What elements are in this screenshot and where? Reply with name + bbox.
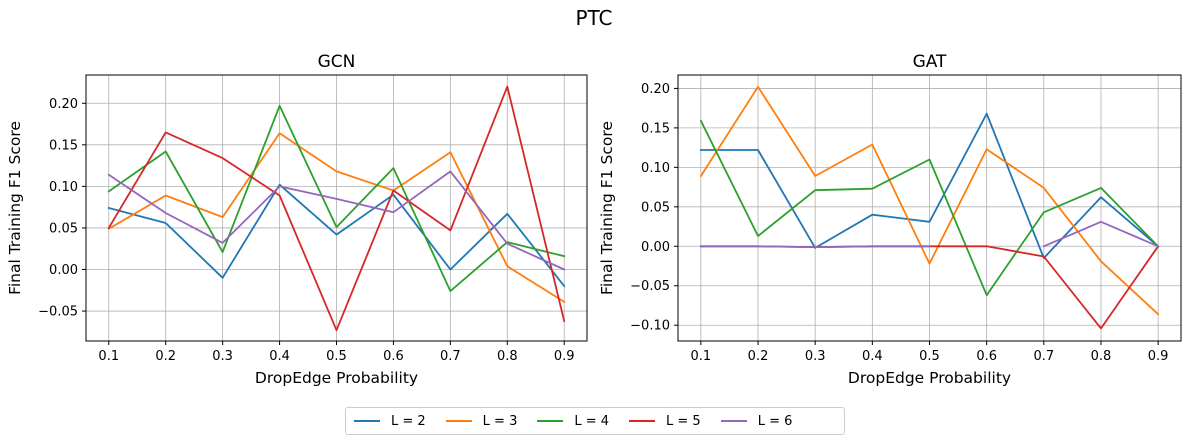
legend-item-l2: L = 2 bbox=[354, 414, 426, 429]
gat-series-l4 bbox=[699, 119, 1160, 297]
gat-series-l6 bbox=[700, 220, 1160, 248]
gcn-xtick-label: 0.7 bbox=[440, 349, 461, 364]
legend-label-l2: L = 2 bbox=[391, 413, 426, 429]
legend-label-l5: L = 5 bbox=[666, 413, 701, 429]
gat-panel: 0.1 0.2 0.3 0.4 0.5 0.6 0.7 0.8 0.9 −0.10 −0.05 0.0… bbox=[598, 52, 1182, 387]
legend-item-l4: L = 4 bbox=[537, 414, 609, 429]
gcn-xtick-label: 0.5 bbox=[326, 349, 347, 364]
legend-label-l6: L = 6 bbox=[757, 413, 793, 429]
gat-ytick-label: 0.10 bbox=[641, 161, 670, 176]
legend: L = 2 L = 3 L = 4 L = 5 L = 6 bbox=[345, 407, 845, 435]
gcn-ytick-label: 0.00 bbox=[49, 263, 78, 278]
gcn-xtick-label: 0.1 bbox=[98, 349, 119, 364]
gat-ylabel: Final Training F1 Score bbox=[598, 121, 616, 295]
gat-ytick-label: −0.10 bbox=[630, 319, 670, 334]
gat-xlabel: DropEdge Probability bbox=[848, 369, 1011, 387]
gcn-xlabel: DropEdge Probability bbox=[255, 369, 418, 387]
gat-ytick-label: 0.20 bbox=[641, 82, 670, 97]
gcn-xtick-label: 0.6 bbox=[383, 349, 404, 364]
legend-line-l3 bbox=[445, 420, 472, 422]
gcn-ytick-label: 0.15 bbox=[49, 138, 78, 153]
gcn-ytick-label: 0.10 bbox=[49, 180, 78, 195]
gat-xtick-label: 0.5 bbox=[919, 349, 940, 364]
gat-series-l3 bbox=[699, 85, 1160, 316]
gcn-series-l3 bbox=[107, 132, 566, 304]
gat-xtick-label: 0.3 bbox=[805, 349, 826, 364]
gcn-series-l4 bbox=[107, 104, 566, 292]
legend-line-l5 bbox=[629, 420, 656, 422]
gcn-series-l6 bbox=[107, 170, 566, 271]
gat-title: GAT bbox=[913, 52, 947, 72]
gcn-ytick-label: −0.05 bbox=[38, 305, 78, 320]
gcn-ylabel: Final Training F1 Score bbox=[6, 121, 24, 295]
legend-line-l2 bbox=[354, 420, 380, 422]
legend-item-l5: L = 5 bbox=[629, 414, 701, 429]
gat-ytick-label: 0.00 bbox=[641, 240, 670, 255]
gcn-xtick-label: 0.3 bbox=[212, 349, 233, 364]
legend-label-l3: L = 3 bbox=[482, 413, 518, 429]
gat-xtick-label: 0.8 bbox=[1091, 349, 1112, 364]
gat-series-l2 bbox=[700, 112, 1160, 259]
gat-ytick-label: 0.05 bbox=[641, 200, 670, 215]
gcn-panel: 0.1 0.2 0.3 0.4 0.5 0.6 0.7 0.8 0.9 −0.05 0.00 0.05… bbox=[6, 52, 588, 387]
gat-xtick-label: 0.1 bbox=[691, 349, 712, 364]
figure-suptitle: PTC bbox=[575, 6, 612, 30]
gat-ytick-label: −0.05 bbox=[630, 279, 670, 294]
gcn-xtick-label: 0.2 bbox=[155, 349, 176, 364]
gcn-series-l5 bbox=[107, 85, 566, 332]
legend-label-l4: L = 4 bbox=[574, 413, 610, 429]
gcn-ytick-label: 0.20 bbox=[49, 97, 78, 112]
legend-line-l4 bbox=[537, 420, 564, 422]
legend-item-l6: L = 6 bbox=[720, 413, 793, 429]
gat-xtick-label: 0.9 bbox=[1148, 349, 1169, 364]
gat-xtick-label: 0.2 bbox=[748, 349, 769, 364]
gat-grid bbox=[678, 75, 1181, 341]
gat-xtick-label: 0.4 bbox=[862, 349, 883, 364]
legend-item-l3: L = 3 bbox=[445, 413, 518, 429]
gat-xtick-label: 0.7 bbox=[1033, 349, 1054, 364]
gcn-grid bbox=[86, 75, 587, 341]
gcn-xtick-label: 0.8 bbox=[497, 349, 518, 364]
gcn-series-l2 bbox=[107, 183, 566, 288]
gcn-xtick-label: 0.4 bbox=[269, 349, 290, 364]
legend-line-l6 bbox=[720, 420, 747, 422]
gat-ytick-label: 0.15 bbox=[641, 121, 670, 136]
gat-xtick-label: 0.6 bbox=[976, 349, 997, 364]
gcn-xtick-label: 0.9 bbox=[554, 349, 575, 364]
gcn-title: GCN bbox=[318, 52, 356, 72]
gcn-ytick-label: 0.05 bbox=[49, 221, 78, 236]
